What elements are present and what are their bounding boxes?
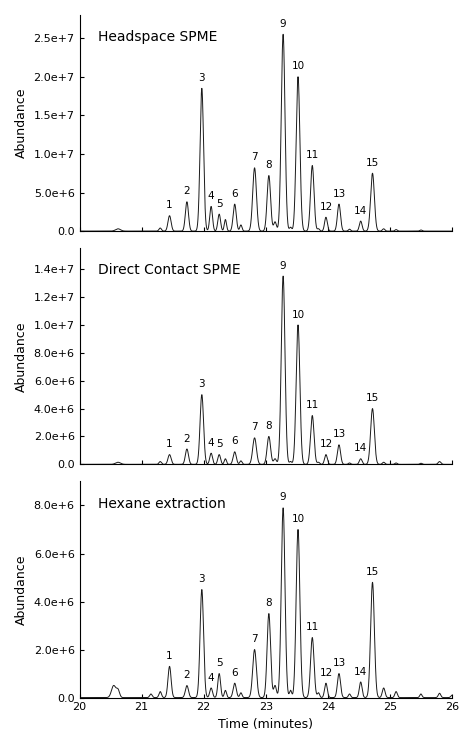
- Text: 5: 5: [216, 198, 222, 209]
- Text: 2: 2: [183, 186, 190, 196]
- Text: 11: 11: [306, 622, 319, 632]
- Text: 1: 1: [166, 439, 173, 449]
- Text: 11: 11: [306, 400, 319, 410]
- Text: 14: 14: [354, 667, 367, 677]
- Y-axis label: Abundance: Abundance: [15, 554, 28, 624]
- Text: 11: 11: [306, 150, 319, 160]
- Text: 5: 5: [216, 658, 222, 668]
- Y-axis label: Abundance: Abundance: [15, 321, 28, 392]
- Text: 2: 2: [183, 670, 190, 680]
- Text: 12: 12: [319, 668, 333, 678]
- Text: 13: 13: [332, 430, 346, 439]
- Text: 4: 4: [208, 191, 214, 201]
- Text: 6: 6: [231, 436, 238, 446]
- Text: 7: 7: [251, 152, 258, 163]
- Text: 12: 12: [319, 202, 333, 212]
- Text: Direct Contact SPME: Direct Contact SPME: [98, 263, 241, 278]
- Text: 15: 15: [366, 567, 379, 577]
- Text: 10: 10: [292, 514, 305, 524]
- Text: Hexane extraction: Hexane extraction: [98, 497, 226, 510]
- Text: 9: 9: [280, 492, 286, 503]
- Text: 8: 8: [265, 598, 272, 608]
- Text: 12: 12: [319, 439, 333, 449]
- Text: 9: 9: [280, 19, 286, 29]
- Text: 3: 3: [199, 379, 205, 389]
- Text: 8: 8: [265, 160, 272, 170]
- Text: 6: 6: [231, 668, 238, 678]
- Text: 4: 4: [208, 438, 214, 448]
- Text: 14: 14: [354, 206, 367, 216]
- Text: 4: 4: [208, 673, 214, 683]
- Text: 13: 13: [332, 658, 346, 668]
- X-axis label: Time (minutes): Time (minutes): [218, 718, 313, 731]
- Text: 10: 10: [292, 61, 305, 72]
- Text: 6: 6: [231, 189, 238, 198]
- Text: 13: 13: [332, 189, 346, 198]
- Text: 5: 5: [216, 439, 222, 449]
- Y-axis label: Abundance: Abundance: [15, 88, 28, 158]
- Text: 3: 3: [199, 73, 205, 83]
- Text: 7: 7: [251, 422, 258, 433]
- Text: 10: 10: [292, 310, 305, 319]
- Text: 3: 3: [199, 574, 205, 584]
- Text: 1: 1: [166, 651, 173, 661]
- Text: Headspace SPME: Headspace SPME: [98, 30, 218, 44]
- Text: 15: 15: [366, 158, 379, 168]
- Text: 1: 1: [166, 200, 173, 210]
- Text: 8: 8: [265, 421, 272, 431]
- Text: 14: 14: [354, 443, 367, 454]
- Text: 15: 15: [366, 393, 379, 403]
- Text: 2: 2: [183, 433, 190, 444]
- Text: 9: 9: [280, 260, 286, 271]
- Text: 7: 7: [251, 634, 258, 644]
